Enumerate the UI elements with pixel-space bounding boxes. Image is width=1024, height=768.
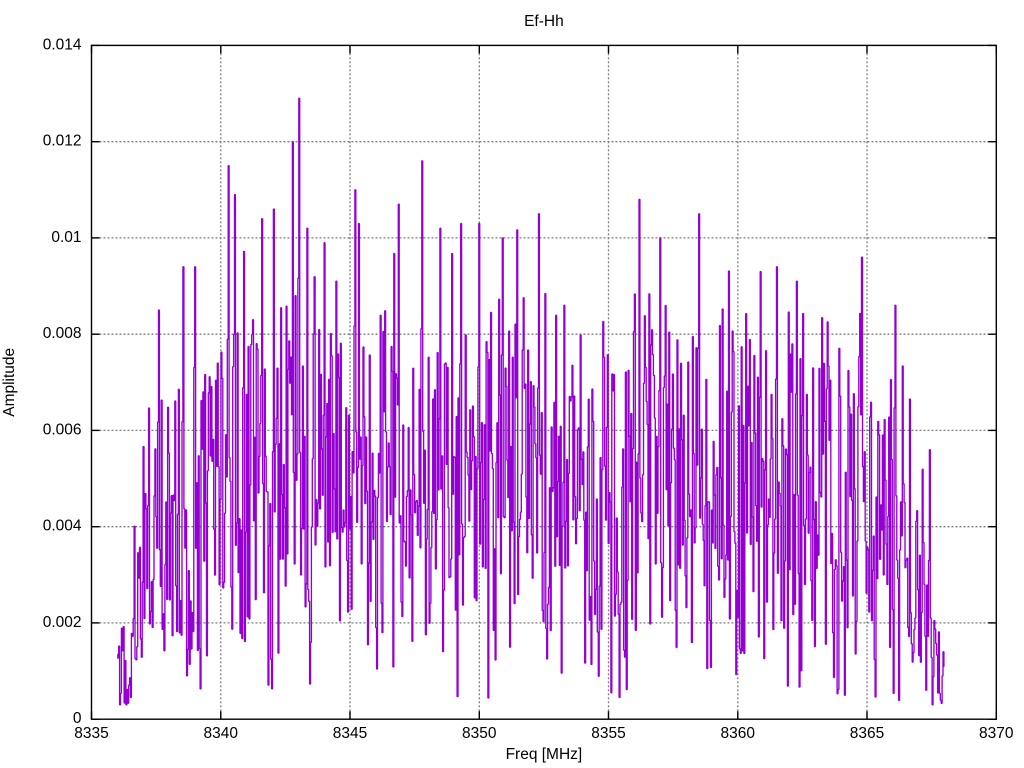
svg-text:8335: 8335 [74, 725, 108, 742]
svg-text:8355: 8355 [591, 725, 625, 742]
svg-text:Ef-Hh: Ef-Hh [524, 13, 564, 30]
svg-text:0.004: 0.004 [43, 518, 82, 535]
svg-text:8340: 8340 [204, 725, 239, 742]
svg-text:Freq [MHz]: Freq [MHz] [506, 746, 583, 763]
svg-text:8370: 8370 [979, 725, 1014, 742]
svg-text:0: 0 [73, 710, 82, 727]
svg-text:Amplitude: Amplitude [1, 348, 18, 417]
svg-text:0.008: 0.008 [43, 325, 82, 342]
svg-text:8345: 8345 [333, 725, 367, 742]
svg-text:8350: 8350 [462, 725, 497, 742]
svg-text:0.006: 0.006 [43, 421, 82, 438]
svg-text:0.01: 0.01 [51, 229, 81, 246]
svg-text:0.014: 0.014 [43, 36, 82, 53]
svg-text:0.002: 0.002 [43, 614, 82, 631]
svg-text:0.012: 0.012 [43, 133, 82, 150]
svg-text:8360: 8360 [721, 725, 756, 742]
svg-text:8365: 8365 [850, 725, 884, 742]
